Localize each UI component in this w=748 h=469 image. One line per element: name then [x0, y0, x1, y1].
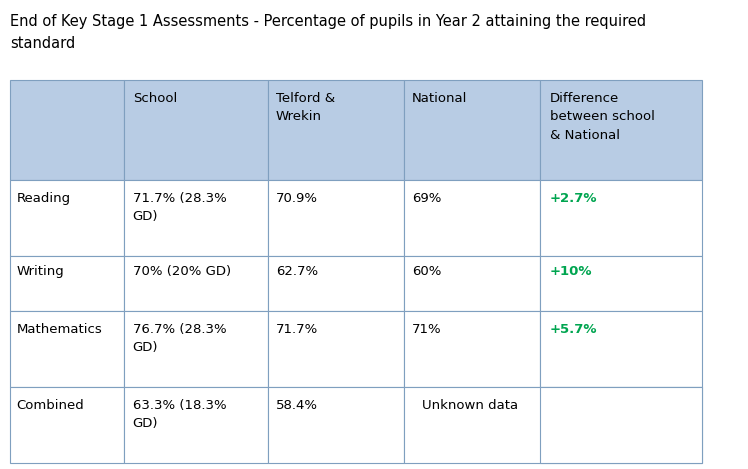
Bar	[268, 257, 404, 311]
Text: 76.7% (28.3%
GD): 76.7% (28.3% GD)	[132, 323, 227, 355]
Text: Telford &
Wrekin: Telford & Wrekin	[276, 92, 335, 123]
Text: 71.7%: 71.7%	[276, 323, 318, 336]
Text: 70% (20% GD): 70% (20% GD)	[132, 265, 231, 278]
Bar	[10, 387, 124, 463]
Text: Reading: Reading	[16, 192, 71, 205]
Bar	[540, 80, 702, 181]
Text: School: School	[132, 92, 177, 105]
Bar	[404, 387, 702, 463]
Bar	[404, 257, 540, 311]
Bar	[124, 80, 268, 181]
Bar	[540, 181, 702, 257]
Bar	[268, 181, 404, 257]
Text: 63.3% (18.3%
GD): 63.3% (18.3% GD)	[132, 399, 227, 431]
Text: 60%: 60%	[412, 265, 441, 278]
Text: Mathematics: Mathematics	[16, 323, 102, 336]
Bar	[10, 257, 124, 311]
Bar	[124, 257, 268, 311]
Bar	[124, 387, 268, 463]
Bar	[404, 80, 540, 181]
Bar	[10, 311, 124, 387]
Text: +5.7%: +5.7%	[550, 323, 598, 336]
Text: Difference
between school
& National: Difference between school & National	[550, 92, 654, 142]
Text: 58.4%: 58.4%	[276, 399, 318, 412]
Text: +10%: +10%	[550, 265, 592, 278]
Bar	[404, 311, 540, 387]
Text: +2.7%: +2.7%	[550, 192, 598, 205]
Text: Combined: Combined	[16, 399, 85, 412]
Text: Unknown data: Unknown data	[422, 399, 518, 412]
Bar	[268, 387, 404, 463]
Text: National: National	[412, 92, 468, 105]
Text: 62.7%: 62.7%	[276, 265, 318, 278]
Bar	[540, 387, 702, 463]
Bar	[540, 311, 702, 387]
Text: 69%: 69%	[412, 192, 441, 205]
Bar	[124, 181, 268, 257]
Bar	[124, 311, 268, 387]
Bar	[10, 181, 124, 257]
Bar	[540, 257, 702, 311]
Text: End of Key Stage 1 Assessments - Percentage of pupils in Year 2 attaining the re: End of Key Stage 1 Assessments - Percent…	[10, 14, 646, 51]
Text: Writing: Writing	[16, 265, 64, 278]
Bar	[268, 311, 404, 387]
Text: 70.9%: 70.9%	[276, 192, 318, 205]
Text: 71%: 71%	[412, 323, 441, 336]
Bar	[268, 80, 404, 181]
Bar	[404, 181, 540, 257]
Bar	[10, 80, 124, 181]
Text: 71.7% (28.3%
GD): 71.7% (28.3% GD)	[132, 192, 227, 223]
